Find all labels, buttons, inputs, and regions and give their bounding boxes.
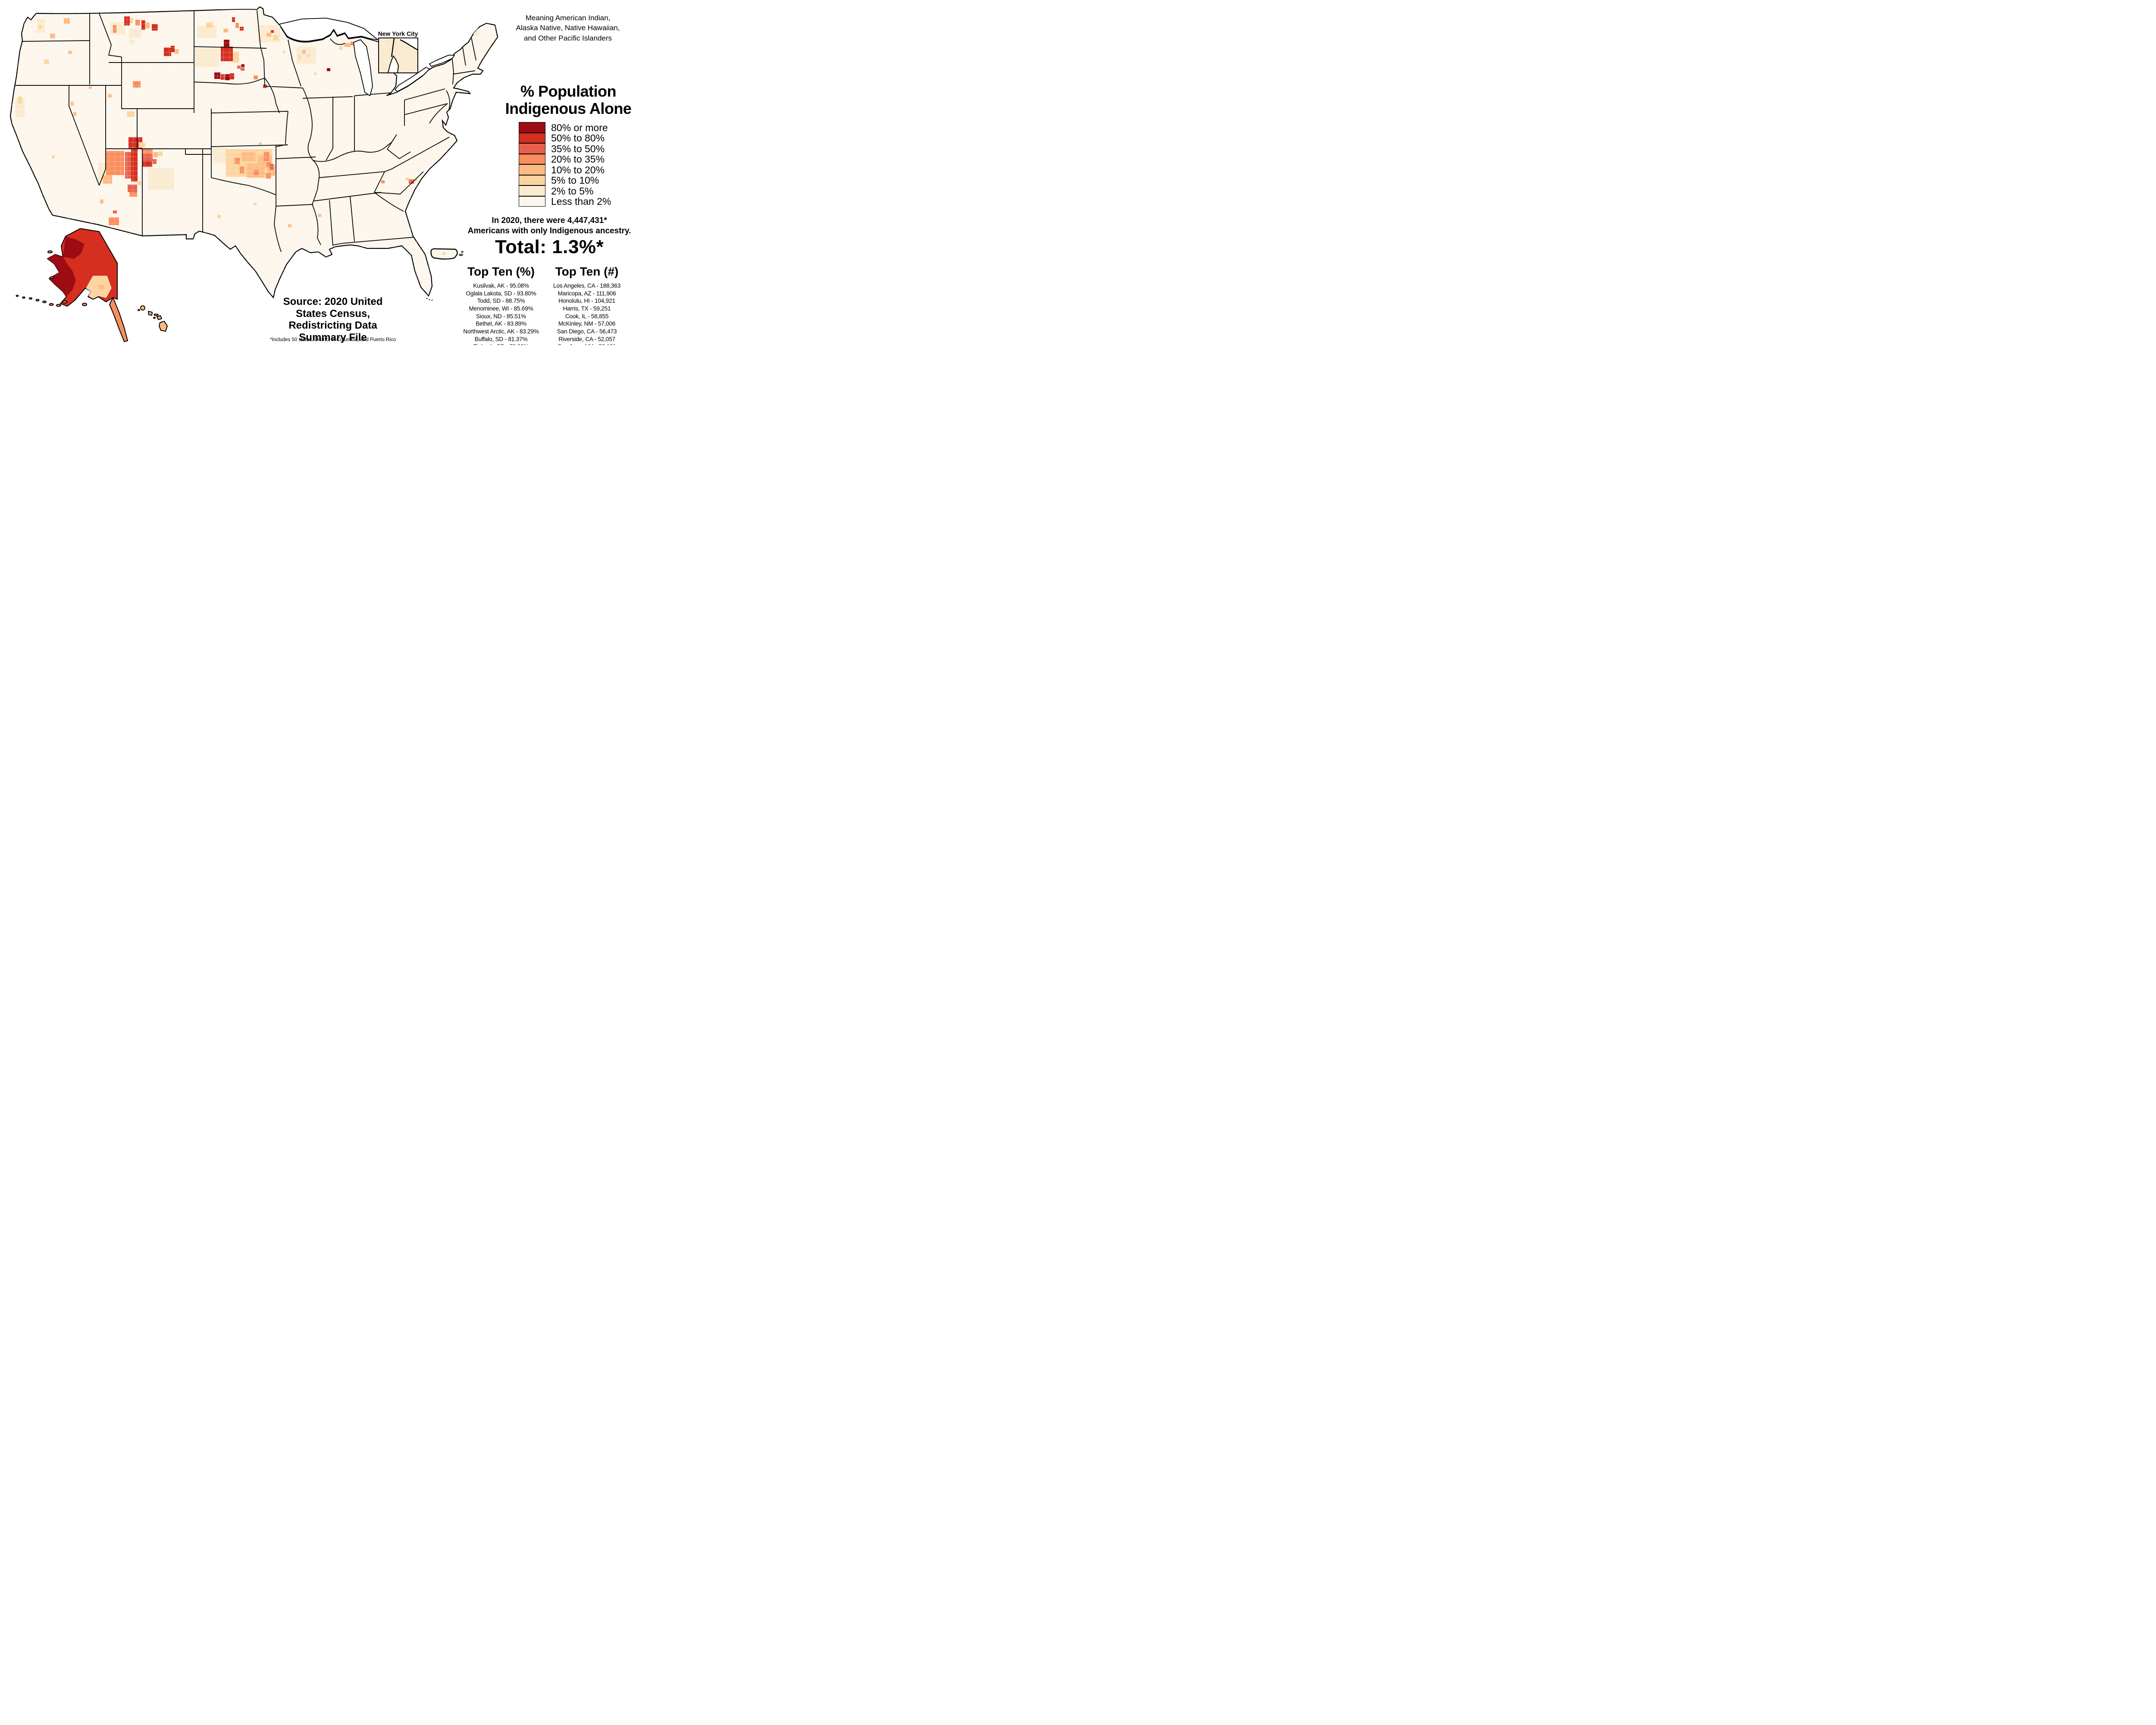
- top-ten-count-block: Top Ten (#) Los Angeles, CA - 188,363 Mar…: [535, 265, 639, 345]
- legend-row: 20% to 35%: [519, 154, 611, 165]
- oahu: [148, 311, 153, 316]
- legend-row: 10% to 20%: [519, 164, 611, 176]
- definition-note: Meaning American Indian, Alaska Native, …: [488, 13, 647, 43]
- indigenous-population-map-page: Meaning American Indian, Alaska Native, …: [0, 0, 647, 345]
- legend: 80% or more 50% to 80% 35% to 50% 20% to 35…: [519, 122, 611, 207]
- list-item: Buffalo, SD - 81.37%: [474, 336, 528, 342]
- big-island: [159, 321, 168, 332]
- list-item: Honolulu, HI - 104,921: [558, 298, 615, 304]
- top-ten-count-title: Top Ten (#): [555, 265, 619, 278]
- kauai: [140, 305, 145, 310]
- list-item: Cook, IL - 58,855: [565, 313, 609, 320]
- florida-keys: [426, 298, 433, 301]
- list-item: Harris, TX - 59,251: [563, 305, 611, 312]
- legend-label: 80% or more: [551, 122, 608, 133]
- list-item: Todd, SD - 88.75%: [477, 298, 525, 304]
- us-choropleth-map: [9, 6, 498, 342]
- legend-swatch-c80: [519, 122, 545, 133]
- legend-row: 2% to 5%: [519, 185, 611, 197]
- legend-swatch-c1: [519, 196, 545, 207]
- list-item: Riverside, CA - 52,057: [558, 336, 615, 342]
- legend-label: 2% to 5%: [551, 185, 594, 197]
- hawaii: [138, 305, 168, 332]
- population-fact: In 2020, there were 4,447,431* Americans…: [467, 216, 631, 236]
- top-ten-percent-title: Top Ten (%): [467, 265, 535, 278]
- legend-label: 10% to 20%: [551, 164, 605, 176]
- maui: [157, 315, 162, 320]
- nunivak-island: [50, 276, 54, 279]
- alaska: [16, 228, 128, 342]
- list-item: Northwest Arctic, AK - 83.29%: [463, 328, 539, 335]
- legend-label: 5% to 10%: [551, 175, 599, 186]
- long-island-sound-water: [397, 38, 418, 49]
- source-attribution: Source: 2020 United States Census, Redis…: [283, 296, 383, 343]
- culebra: [461, 251, 464, 253]
- legend-swatch-c2: [519, 185, 545, 196]
- puerto-rico: [430, 248, 464, 260]
- list-item: San Juan, NM - 50,131: [535, 343, 639, 345]
- lanai: [153, 317, 156, 319]
- legend-swatch-c20: [519, 154, 545, 165]
- sound-shoreline: [400, 39, 418, 51]
- legend-swatch-c50: [519, 132, 545, 144]
- definition-note-line1: Meaning American Indian,: [525, 14, 611, 22]
- alaska-interior-patch: [98, 285, 104, 289]
- legend-row: Less than 2%: [519, 196, 611, 207]
- puerto-rico-interior-county: [442, 252, 445, 255]
- legend-row: 80% or more: [519, 122, 611, 133]
- legend-label: 50% to 80%: [551, 132, 605, 144]
- legend-swatch-c35: [519, 143, 545, 154]
- lake-michigan: [353, 39, 373, 96]
- lake-ontario: [429, 55, 455, 67]
- hudson-river-line: [391, 38, 395, 57]
- aleutian-islands: [16, 250, 87, 307]
- nyc-inset-map: [378, 38, 418, 73]
- legend-label: Less than 2%: [551, 196, 611, 207]
- legend-swatch-c5: [519, 175, 545, 186]
- list-item: Ziebach, SD - 79.90%: [451, 343, 551, 345]
- total-percentage: Total: 1.3%*: [495, 236, 604, 257]
- lake-superior: [279, 18, 378, 42]
- top-ten-percent-list: Kusilvak, AK - 95.08% Oglala Lakota, SD -…: [451, 282, 551, 345]
- legend-label: 35% to 50%: [551, 143, 605, 154]
- list-item: San Diego, CA - 56,473: [557, 328, 617, 335]
- alaska-panhandle: [109, 297, 128, 342]
- legend-label: 20% to 35%: [551, 154, 605, 165]
- alaska-kusilvak-bethel-region: [47, 254, 76, 297]
- county-hotspot: [411, 274, 413, 276]
- county-hotspot: [436, 56, 438, 58]
- list-item: McKinley, NM - 57,006: [558, 320, 616, 327]
- inset-county-lines: [381, 41, 413, 69]
- list-item: Maricopa, AZ - 111,906: [558, 290, 616, 297]
- lake-erie: [395, 67, 430, 92]
- county-hotspot: [404, 259, 407, 261]
- state-borders: [12, 9, 476, 252]
- vieques: [459, 254, 463, 256]
- list-item: Kusilvak, AK - 95.08%: [473, 282, 529, 289]
- st-lawrence-island: [47, 250, 53, 254]
- legend-swatch-c10: [519, 164, 545, 175]
- top-ten-percent-block: Top Ten (%) Kusilvak, AK - 95.08% Oglala …: [451, 265, 551, 345]
- alaska-northwest-arctic-region: [63, 236, 85, 259]
- definition-note-line2: Alaska Native, Native Hawaiian,: [516, 24, 620, 32]
- list-item: Sioux, ND - 85.51%: [476, 313, 526, 320]
- list-item: Los Angeles, CA - 188,363: [553, 282, 620, 289]
- footnote: *Includes 50 states, District of Columbi…: [270, 337, 396, 342]
- list-item: Bethel, AK - 83.89%: [476, 320, 526, 327]
- legend-row: 35% to 50%: [519, 143, 611, 154]
- molokai: [154, 314, 159, 316]
- legend-title: % Population Indigenous Alone: [505, 82, 632, 118]
- nyc-inset-label: New York City: [378, 30, 418, 37]
- top-ten-count-list: Los Angeles, CA - 188,363 Maricopa, AZ - …: [535, 282, 639, 345]
- kodiak-island: [82, 303, 87, 306]
- definition-note-line3: and Other Pacific Islanders: [523, 34, 612, 42]
- list-item: Menominee, WI - 85.69%: [469, 305, 533, 312]
- county-hotspot: [415, 282, 417, 284]
- niihau: [138, 309, 140, 311]
- list-item: Oglala Lakota, SD - 93.80%: [466, 290, 536, 297]
- legend-row: 50% to 80%: [519, 132, 611, 144]
- legend-row: 5% to 10%: [519, 175, 611, 186]
